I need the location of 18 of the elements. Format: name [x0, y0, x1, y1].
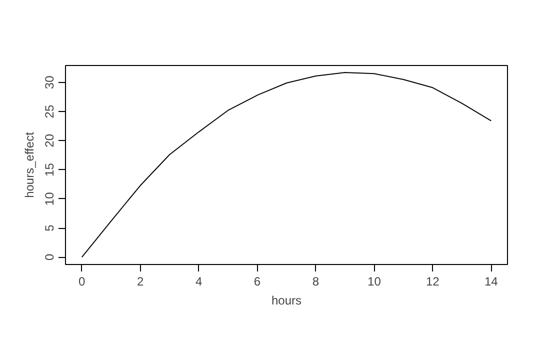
y-tick-label: 5	[42, 224, 56, 232]
x-tick-label: 14	[484, 274, 498, 288]
y-tick-label: 20	[42, 134, 56, 148]
y-axis-title: hours_effect	[22, 131, 36, 198]
x-tick-label: 12	[426, 274, 440, 288]
x-axis-title: hours	[271, 294, 302, 308]
y-tick-label: 25	[42, 104, 56, 118]
x-tick-label: 0	[78, 274, 86, 288]
x-tick-label: 10	[368, 274, 382, 288]
y-tick-label: 30	[42, 75, 56, 90]
y-tick-label: 0	[42, 253, 56, 260]
x-tick-label: 6	[254, 274, 261, 288]
x-tick-label: 8	[312, 274, 320, 288]
line-series	[81, 72, 492, 258]
x-tick-label: 4	[195, 274, 202, 288]
y-tick-label: 15	[42, 162, 56, 176]
x-tick-label: 2	[137, 274, 144, 288]
y-tick-label: 10	[42, 192, 56, 206]
